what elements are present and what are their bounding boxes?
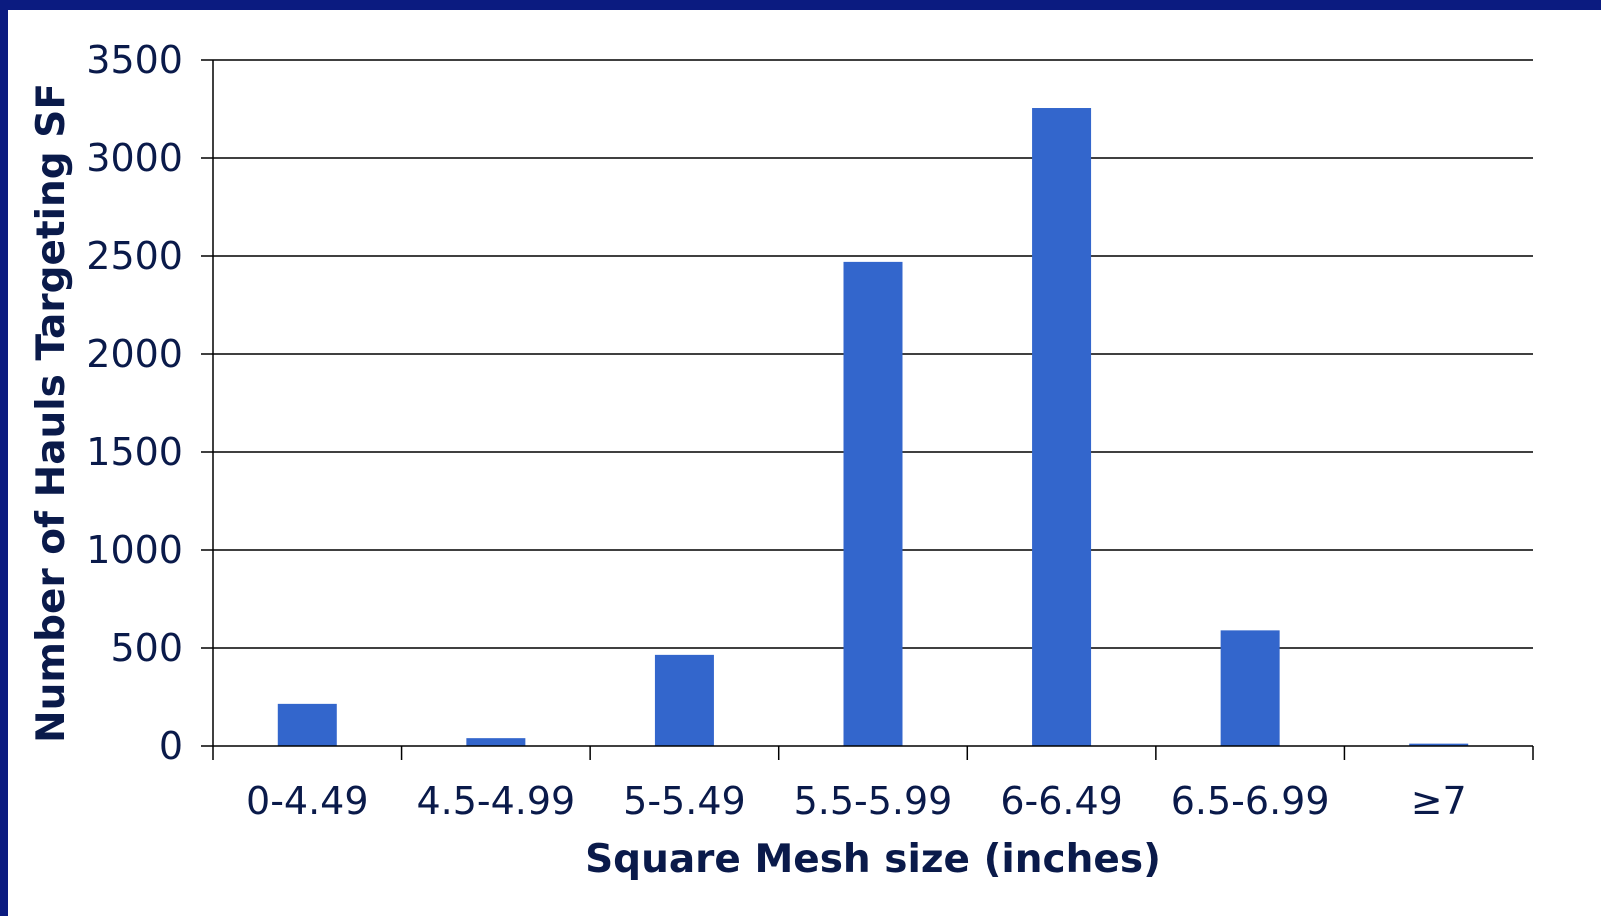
bar <box>843 261 903 746</box>
x-tick-label: 4.5-4.99 <box>416 779 575 823</box>
bar-chart: 0 500 1000 1500 2000 2500 3000 3500 0-4.49 4.5-4… <box>29 38 1534 882</box>
y-tick-label: 0 <box>159 724 183 768</box>
bar <box>1032 108 1092 746</box>
bar <box>277 703 337 746</box>
y-tick-labels: 0 500 1000 1500 2000 2500 3000 3500 <box>86 38 183 768</box>
x-tick-labels: 0-4.49 4.5-4.99 5-5.49 5.5-5.99 6-6.49 6.5-6.… <box>246 779 1467 823</box>
bars <box>277 108 1469 746</box>
y-tick-label: 2000 <box>86 332 183 376</box>
y-tick-label: 1000 <box>86 528 183 572</box>
axes <box>201 59 1534 760</box>
x-tick-label: ≥7 <box>1411 779 1467 823</box>
y-tick-label: 3500 <box>86 38 183 82</box>
chart-panel: 0 500 1000 1500 2000 2500 3000 3500 0-4.49 4.5-4… <box>8 10 1601 916</box>
x-axis-title: Square Mesh size (inches) <box>585 837 1161 882</box>
bar <box>1220 630 1280 746</box>
x-tick-label: 5-5.49 <box>623 779 746 823</box>
y-tick-label: 1500 <box>86 430 183 474</box>
y-axis-title: Number of Hauls Targeting SF <box>29 83 74 743</box>
x-tick-label: 6.5-6.99 <box>1171 779 1330 823</box>
x-tick-label: 6-6.49 <box>1000 779 1123 823</box>
x-tick-label: 0-4.49 <box>246 779 369 823</box>
y-tick-label: 3000 <box>86 136 183 180</box>
bar <box>1409 743 1469 746</box>
bar <box>654 654 714 746</box>
y-tick-label: 500 <box>110 626 183 670</box>
y-tick-label: 2500 <box>86 234 183 278</box>
bar <box>466 738 526 746</box>
x-tick-label: 5.5-5.99 <box>794 779 953 823</box>
